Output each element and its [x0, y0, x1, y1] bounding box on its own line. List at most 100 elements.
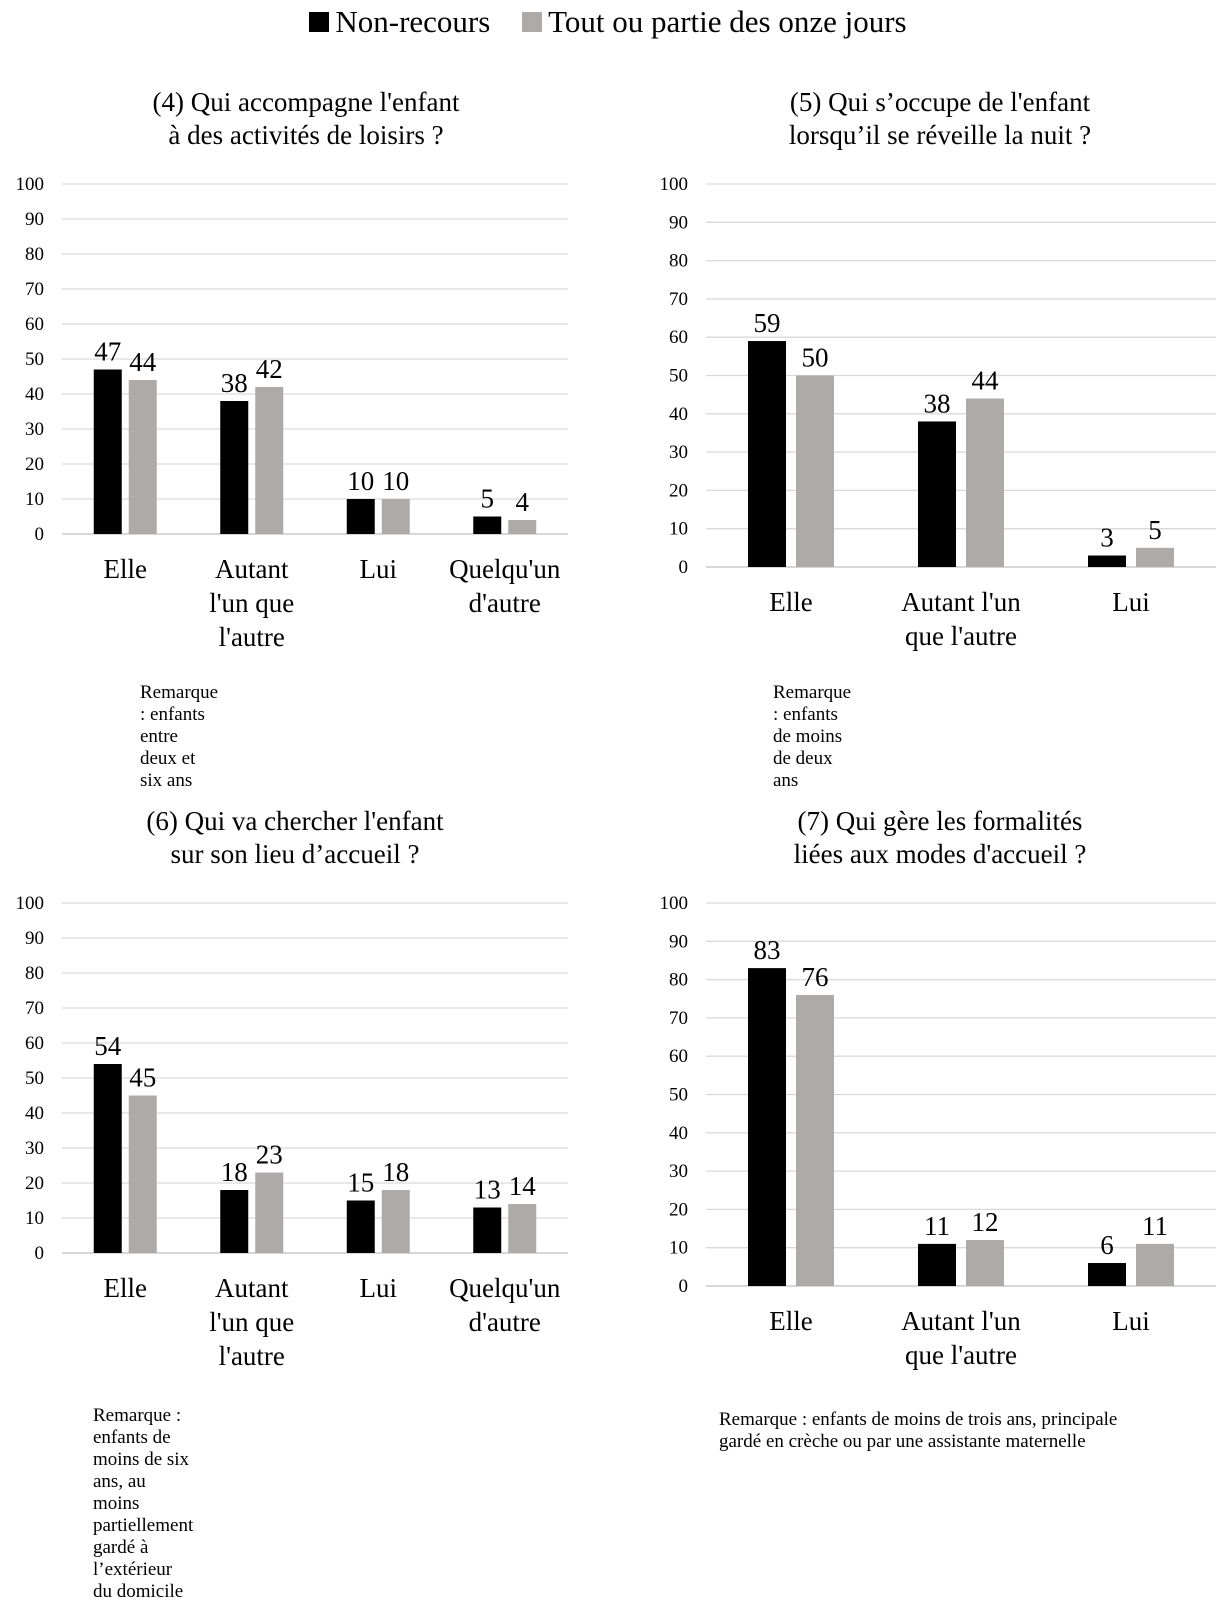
- y-tick-label: 80: [25, 963, 44, 984]
- data-label: 44: [972, 365, 1000, 395]
- data-label: 23: [256, 1140, 283, 1170]
- data-label: 18: [221, 1157, 248, 1187]
- y-tick-label: 0: [679, 1276, 689, 1297]
- x-tick-label: Autant l'un: [901, 587, 1021, 617]
- y-tick-label: 10: [25, 489, 44, 510]
- bar-chart: 0 10 20 30 40 50 60 70 80 90 100 59 50 Elle 38 44 Autant…: [660, 174, 1216, 651]
- legend-swatch-tout-ou-partie: [522, 12, 543, 32]
- bar-chart: 0 10 20 30 40 50 60 70 80 90 100 47 44 Elle 38 42 Autant…: [16, 174, 568, 652]
- data-label: 38: [924, 388, 951, 418]
- x-tick-label: l'autre: [219, 1341, 285, 1371]
- y-tick-label: 50: [669, 1085, 688, 1106]
- x-tick-label: Elle: [104, 1273, 147, 1303]
- y-tick-label: 60: [25, 1033, 44, 1054]
- bar: [128, 1095, 157, 1253]
- data-label: 13: [474, 1175, 501, 1205]
- y-tick-label: 10: [25, 1208, 44, 1229]
- y-tick-label: 70: [25, 998, 44, 1019]
- y-tick-label: 0: [679, 557, 689, 578]
- data-label: 59: [754, 308, 781, 338]
- x-tick-label: d'autre: [469, 1307, 541, 1337]
- x-tick-label: Elle: [769, 1306, 812, 1336]
- bar-chart: 0 10 20 30 40 50 60 70 80 90 100 83 76 Elle 11 12 Autant…: [660, 893, 1216, 1370]
- y-tick-label: 10: [669, 519, 688, 540]
- data-label: 50: [802, 343, 829, 373]
- bar: [966, 1240, 1004, 1286]
- x-tick-label: Elle: [769, 587, 812, 617]
- data-label: 18: [382, 1157, 409, 1187]
- legend: Non-recours Tout ou partie des onze jour…: [0, 4, 1216, 40]
- bar: [128, 380, 157, 534]
- y-tick-label: 90: [669, 931, 688, 952]
- x-tick-label: Lui: [1112, 1306, 1150, 1336]
- data-label: 14: [509, 1171, 537, 1201]
- data-label: 54: [94, 1031, 122, 1061]
- bar: [1136, 1243, 1174, 1286]
- bar: [255, 1172, 284, 1253]
- chart-title: (4) Qui accompagne l'enfant à des activi…: [152, 87, 460, 150]
- data-label: 11: [924, 1211, 950, 1241]
- x-tick-label: Elle: [104, 554, 147, 584]
- y-tick-label: 60: [669, 327, 688, 348]
- bar: [508, 520, 537, 534]
- legend-label-non-recours: Non-recours: [335, 4, 491, 39]
- bar: [473, 1207, 502, 1253]
- y-tick-label: 100: [16, 174, 45, 195]
- x-tick-label: l'autre: [219, 622, 285, 652]
- bar: [1088, 555, 1126, 567]
- x-tick-label: que l'autre: [905, 1340, 1017, 1370]
- bar: [93, 369, 122, 534]
- y-tick-label: 40: [669, 1123, 688, 1144]
- x-tick-label: Autant l'un: [901, 1306, 1021, 1336]
- y-tick-label: 90: [25, 209, 44, 230]
- legend-item-non-recours: Non-recours: [309, 4, 490, 40]
- bar: [748, 341, 786, 567]
- y-tick-label: 60: [669, 1046, 688, 1067]
- data-label: 12: [972, 1207, 999, 1237]
- chart-note: Remarque : enfants de moins de trois ans…: [719, 1409, 1118, 1452]
- x-tick-label: l'un que: [209, 1307, 294, 1337]
- y-tick-label: 20: [669, 480, 688, 501]
- y-tick-label: 30: [669, 1161, 688, 1182]
- bar: [796, 994, 834, 1286]
- x-tick-label: Lui: [360, 1273, 398, 1303]
- y-tick-label: 10: [669, 1238, 688, 1259]
- y-tick-label: 30: [669, 442, 688, 463]
- bar: [966, 398, 1004, 567]
- y-tick-label: 100: [16, 893, 45, 914]
- y-tick-label: 30: [25, 1138, 44, 1159]
- chart-title: (6) Qui va chercher l'enfant sur son lie…: [146, 806, 444, 869]
- y-tick-label: 70: [25, 279, 44, 300]
- chart-note: Remarque : enfants de moins de deux ans: [773, 682, 852, 791]
- y-tick-label: 100: [660, 893, 689, 914]
- y-tick-label: 20: [669, 1199, 688, 1220]
- bar: [346, 1200, 375, 1253]
- x-tick-label: Quelqu'un: [449, 1273, 561, 1303]
- chart-title: (5) Qui s’occupe de l'enfant lorsqu’il s…: [788, 87, 1092, 150]
- legend-item-tout-ou-partie: Tout ou partie des onze jours: [522, 4, 907, 40]
- legend-swatch-non-recours: [309, 12, 330, 32]
- bar: [748, 968, 786, 1286]
- legend-label-tout-ou-partie: Tout ou partie des onze jours: [548, 4, 907, 39]
- y-tick-label: 30: [25, 419, 44, 440]
- x-tick-label: Lui: [360, 554, 398, 584]
- bar: [796, 375, 834, 567]
- data-label: 10: [382, 466, 409, 496]
- data-label: 5: [1148, 515, 1162, 545]
- bar: [473, 516, 502, 534]
- data-label: 5: [481, 484, 495, 514]
- x-tick-label: Lui: [1112, 587, 1150, 617]
- y-tick-label: 50: [25, 1068, 44, 1089]
- x-tick-label: que l'autre: [905, 621, 1017, 651]
- x-tick-label: Quelqu'un: [449, 554, 561, 584]
- bar: [918, 421, 956, 567]
- y-tick-label: 80: [669, 251, 688, 272]
- chart-note: Remarque : enfants de moins de six ans, …: [93, 1405, 194, 1602]
- bar: [346, 499, 375, 534]
- x-tick-label: d'autre: [469, 588, 541, 618]
- x-tick-label: l'un que: [209, 588, 294, 618]
- y-tick-label: 90: [25, 928, 44, 949]
- data-label: 45: [129, 1063, 156, 1093]
- data-label: 38: [221, 368, 248, 398]
- bar: [918, 1243, 956, 1286]
